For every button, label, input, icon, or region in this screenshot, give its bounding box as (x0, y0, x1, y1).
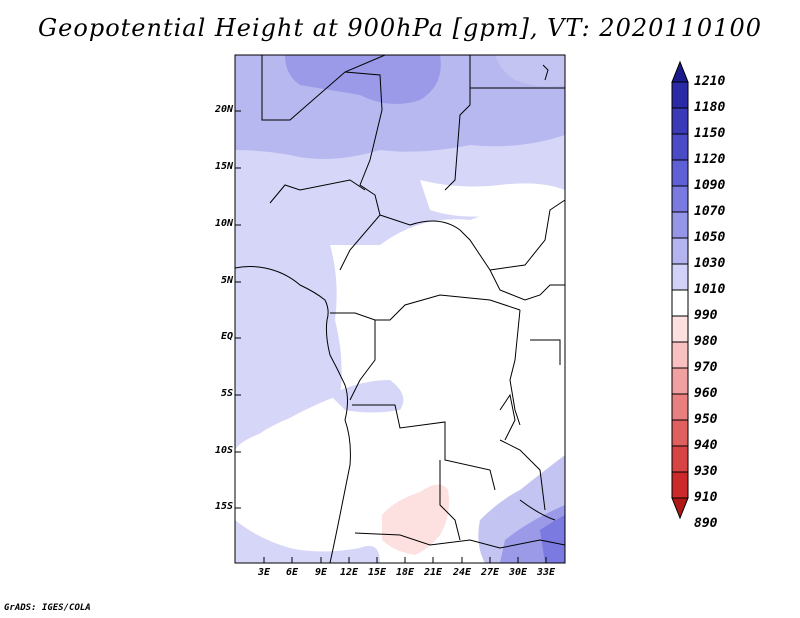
colorbar-segment (671, 419, 689, 447)
height-field (235, 55, 565, 563)
colorbar-segment (671, 211, 689, 239)
colorbar-segment (671, 393, 689, 421)
colorbar-label: 950 (694, 412, 718, 427)
colorbar-label: 1150 (694, 126, 726, 141)
lat-label: 15N (214, 161, 233, 172)
colorbar-segment (671, 237, 689, 265)
colorbar-label: 1120 (694, 152, 726, 167)
footer-credit: GrADS: IGES/COLA (4, 603, 91, 613)
lon-label: 3E (257, 567, 271, 578)
colorbar-label: 980 (694, 334, 718, 349)
lon-label: 30E (508, 567, 528, 578)
lon-label: 12E (339, 567, 359, 578)
colorbar-segment (671, 471, 689, 499)
lon-label: 24E (452, 567, 472, 578)
colorbar-segment (671, 315, 689, 343)
lat-ticks (235, 110, 241, 509)
colorbar-segment (671, 341, 689, 369)
colorbar-segment (671, 263, 689, 291)
country-borders (234, 54, 566, 564)
lon-label: 15E (367, 567, 387, 578)
colorbar-label: 910 (694, 490, 718, 505)
lon-label: 21E (423, 567, 443, 578)
colorbar-label: 930 (694, 464, 718, 479)
colorbar-label: 890 (694, 516, 718, 531)
lat-label: 5S (220, 388, 233, 399)
lon-label: 27E (480, 567, 500, 578)
colorbar-segment (671, 81, 689, 109)
colorbar-segment (671, 367, 689, 395)
lon-label: 18E (395, 567, 415, 578)
lon-label: 33E (536, 567, 556, 578)
colorbar-label: 1050 (694, 230, 726, 245)
colorbar-label: 1030 (694, 256, 726, 271)
lat-label: 10S (214, 445, 233, 456)
colorbar-label: 960 (694, 386, 718, 401)
colorbar-segment (671, 289, 689, 317)
colorbar (671, 60, 689, 520)
map-frame (234, 54, 566, 564)
colorbar-segment (671, 133, 689, 161)
colorbar-segment (671, 185, 689, 213)
colorbar-label: 1210 (694, 74, 726, 89)
lat-label: 20N (214, 104, 233, 115)
colorbar-label: 1070 (694, 204, 726, 219)
colorbar-label: 1180 (694, 100, 726, 115)
map-title: Geopotential Height at 900hPa [gpm], VT:… (38, 14, 762, 42)
lat-label: 10N (214, 218, 233, 229)
colorbar-segment (671, 159, 689, 187)
lat-label: 15S (214, 501, 233, 512)
colorbar-segment (671, 107, 689, 135)
colorbar-label: 1010 (694, 282, 726, 297)
colorbar-segment (671, 445, 689, 473)
colorbar-label: 990 (694, 308, 718, 323)
colorbar-arrow-top (671, 60, 689, 83)
colorbar-label: 1090 (694, 178, 726, 193)
lat-label: EQ (220, 331, 233, 342)
colorbar-arrow-bottom (671, 497, 689, 520)
lon-label: 9E (314, 567, 328, 578)
colorbar-label: 940 (694, 438, 718, 453)
colorbar-label: 970 (694, 360, 718, 375)
lat-label: 5N (220, 275, 233, 286)
lon-label: 6E (285, 567, 299, 578)
lon-ticks (263, 557, 547, 563)
